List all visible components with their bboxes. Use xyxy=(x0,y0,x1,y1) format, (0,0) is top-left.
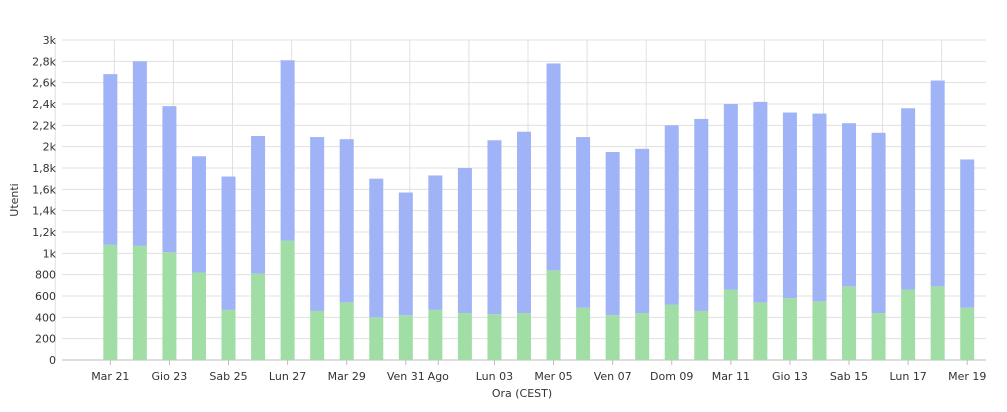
x-tick-label: Lun 17 xyxy=(889,370,926,383)
bars xyxy=(103,60,975,360)
bar-segment-blue xyxy=(280,60,295,241)
bar-segment-green xyxy=(339,302,354,360)
bar-segment-blue xyxy=(576,137,591,308)
x-tick-label: Gio 23 xyxy=(152,370,188,383)
bar-segment-blue xyxy=(162,106,177,253)
x-tick-label: Mer 05 xyxy=(534,370,572,383)
bar-segment-blue xyxy=(310,137,325,311)
bar-segment-blue xyxy=(221,176,236,310)
y-tick-label: 1k xyxy=(43,247,57,260)
y-tick-label: 200 xyxy=(35,333,56,346)
x-tick-label: Ago xyxy=(428,370,450,383)
bar-segment-blue xyxy=(664,125,679,305)
x-tick-label: Ven 31 xyxy=(387,370,425,383)
bar-segment-blue xyxy=(871,132,886,314)
bar-segment-green xyxy=(162,252,177,360)
x-axis-title: Ora (CEST) xyxy=(492,387,552,400)
y-tick-label: 600 xyxy=(35,290,56,303)
x-tick-label: Lun 27 xyxy=(269,370,306,383)
bar-segment-green xyxy=(694,310,709,360)
bar-segment-blue xyxy=(132,61,147,246)
bar-segment-green xyxy=(842,286,857,360)
y-tick-label: 2,4k xyxy=(32,98,56,111)
bar-segment-green xyxy=(132,245,147,360)
bar-segment-blue xyxy=(457,168,472,314)
bar-segment-green xyxy=(753,302,768,360)
bar-segment-green xyxy=(221,309,236,360)
x-tick-label: Sab 15 xyxy=(830,370,868,383)
y-tick-label: 1,4k xyxy=(32,205,56,218)
bar-segment-green xyxy=(664,304,679,360)
bar-segment-green xyxy=(930,286,945,360)
y-tick-label: 1,2k xyxy=(32,226,56,239)
bar-segment-blue xyxy=(369,178,384,318)
bar-segment-green xyxy=(546,270,561,360)
x-tick-label: Gio 13 xyxy=(772,370,808,383)
x-tick-label: Mar 29 xyxy=(328,370,366,383)
y-tick-label: 3k xyxy=(43,34,57,47)
bar-segment-green xyxy=(782,298,797,360)
x-tick-label: Ven 07 xyxy=(594,370,632,383)
bar-segment-blue xyxy=(428,175,443,310)
bar-segment-blue xyxy=(782,112,797,299)
bar-segment-green xyxy=(605,315,620,360)
bar-segment-blue xyxy=(605,152,620,316)
bar-segment-blue xyxy=(251,136,266,274)
bar-segment-green xyxy=(251,273,266,360)
bar-segment-blue xyxy=(635,148,650,314)
bar-segment-green xyxy=(191,272,206,360)
bar-segment-blue xyxy=(398,192,413,316)
bar-segment-green xyxy=(310,310,325,360)
y-tick-label: 0 xyxy=(49,354,56,367)
bar-segment-green xyxy=(457,313,472,360)
bar-segment-blue xyxy=(517,131,531,314)
bar-segment-blue xyxy=(930,80,945,287)
y-axis-title: Utenti xyxy=(8,183,21,216)
y-tick-label: 2,8k xyxy=(32,55,56,68)
y-axis-ticks: 0 200 400 600 800 1k 1,2k 1,4k 1,6k 1,8k 2k 2,2k 2,4… xyxy=(32,34,56,367)
x-axis-ticks: Mar 21 Gio 23 Sab 25 Lun 27 Mar 29 Ven 31 Ago L… xyxy=(91,360,986,383)
bar-segment-green xyxy=(960,307,975,360)
y-tick-label: 1,6k xyxy=(32,183,56,196)
bar-segment-green xyxy=(901,289,916,360)
y-tick-label: 1,8k xyxy=(32,162,56,175)
bar-segment-green xyxy=(635,313,650,360)
bar-segment-green xyxy=(576,307,591,360)
bar-segment-blue xyxy=(694,118,709,311)
y-tick-label: 400 xyxy=(35,311,56,324)
x-tick-label: Mar 21 xyxy=(91,370,129,383)
y-tick-label: 2k xyxy=(43,141,57,154)
bar-segment-blue xyxy=(901,108,916,290)
bar-segment-green xyxy=(487,314,502,360)
bar-segment-blue xyxy=(842,123,857,287)
bar-segment-blue xyxy=(960,159,975,308)
y-tick-label: 800 xyxy=(35,269,56,282)
x-tick-label: Mar 11 xyxy=(712,370,750,383)
bar-segment-blue xyxy=(546,63,561,271)
bar-segment-green xyxy=(280,240,295,360)
bar-segment-green xyxy=(723,289,738,360)
bar-segment-green xyxy=(428,309,443,360)
bar-segment-green xyxy=(369,317,384,360)
bar-segment-green xyxy=(398,315,413,360)
bar-segment-green xyxy=(103,244,118,360)
bar-segment-blue xyxy=(723,104,738,290)
x-tick-label: Mer 19 xyxy=(948,370,986,383)
bar-segment-green xyxy=(871,313,886,360)
y-tick-label: 2,6k xyxy=(32,77,56,90)
bar-segment-blue xyxy=(487,140,502,315)
bar-segment-green xyxy=(812,301,827,360)
bar-segment-blue xyxy=(753,101,768,303)
x-tick-label: Dom 09 xyxy=(650,370,693,383)
x-tick-label: Lun 03 xyxy=(476,370,513,383)
y-tick-label: 2,2k xyxy=(32,119,56,132)
x-tick-label: Sab 25 xyxy=(209,370,247,383)
bar-segment-blue xyxy=(103,74,118,245)
bar-segment-blue xyxy=(339,139,354,303)
bar-segment-green xyxy=(517,313,531,360)
bar-segment-blue xyxy=(191,156,206,273)
bar-segment-blue xyxy=(812,113,827,302)
